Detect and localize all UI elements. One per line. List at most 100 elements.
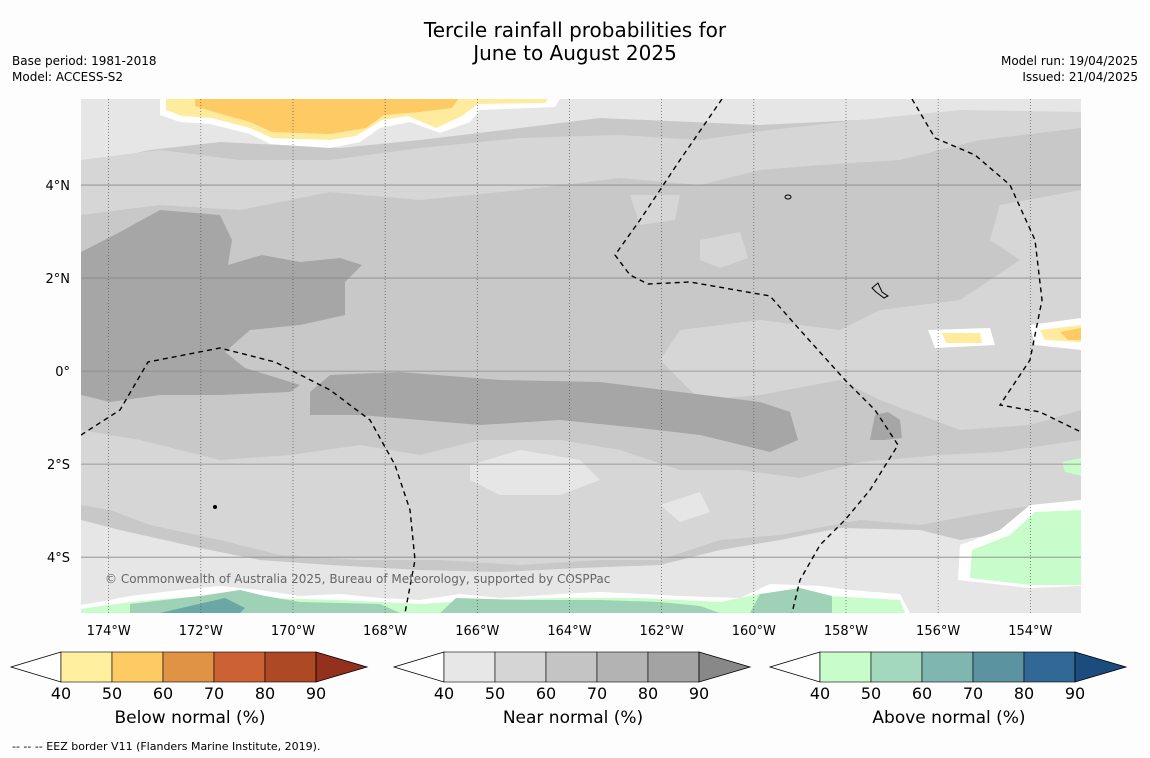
longitude-tick-label: 170°W (271, 624, 315, 639)
longitude-tick-label: 158°W (824, 624, 868, 639)
latitude-gridlines (81, 184, 1081, 558)
colorbar-over-extension (698, 651, 752, 683)
longitude-tick-label: 166°W (455, 624, 499, 639)
colorbar-segment (264, 651, 317, 683)
above-normal-40-east (970, 510, 1081, 585)
colorbar-tick-label: 60 (535, 684, 557, 703)
colorbar-segment (972, 651, 1025, 683)
near-normal-50-patch-b (700, 232, 748, 268)
near-normal-40-patch-b (660, 492, 710, 522)
above-normal-40-east-edge (1062, 458, 1081, 476)
colorbar-segment (596, 651, 649, 683)
latitude-tick-label: 4°S (47, 551, 70, 566)
below-normal-50-top (195, 99, 458, 134)
colorbar-segment (870, 651, 923, 683)
colorbar-tick-label: 50 (484, 684, 506, 703)
latitude-tick-label: 4°N (46, 179, 71, 194)
model-run-date: Model run: 19/04/2025 (1000, 54, 1138, 68)
below-normal-40-east-a-fill (942, 333, 982, 343)
longitude-tick-label: 164°W (547, 624, 591, 639)
colorbar-tick-label: 50 (860, 684, 882, 703)
base-period: Base period: 1981-2018 (12, 54, 157, 68)
longitude-tick-label: 174°W (87, 624, 131, 639)
title-line-1: Tercile rainfall probabilities for (423, 18, 727, 42)
colorbar-tick-label: 70 (586, 684, 608, 703)
metadata-left: Base period: 1981-2018 Model: ACCESS-S2 (12, 53, 157, 85)
island-c (213, 505, 217, 509)
colorbar-tick-label: 40 (50, 684, 72, 703)
colorbar-tick-label: 90 (305, 684, 327, 703)
metadata-right: Model run: 19/04/2025 Issued: 21/04/2025 (1001, 53, 1138, 85)
colorbar-tick-label: 40 (809, 684, 831, 703)
longitude-tick-label: 172°W (179, 624, 223, 639)
island-a (871, 282, 889, 299)
near-normal-70-equator (310, 372, 798, 452)
longitude-tick-label: 168°W (363, 624, 407, 639)
colorbar-above-normal (768, 650, 1129, 684)
colorbar-below-normal (9, 650, 370, 684)
colorbar-segment (443, 651, 496, 683)
latitude-tick-label: 2°N (46, 272, 71, 287)
colorbar-under-extension (392, 651, 445, 683)
eez-border-center (614, 99, 899, 613)
model-name: Model: ACCESS-S2 (12, 70, 124, 84)
colorbar-tick-label: 90 (688, 684, 710, 703)
colorbar-near-normal-graphic (392, 651, 752, 683)
colorbar-tick-label: 80 (1013, 684, 1035, 703)
colorbar-segment (494, 651, 547, 683)
colorbar-segment (60, 651, 113, 683)
near-normal-50-patch-a (630, 195, 680, 225)
eez-footnote: -- -- -- EEZ border V11 (Flanders Marine… (12, 740, 321, 753)
above-normal-60-south (160, 598, 245, 613)
near-normal-50-top (81, 110, 1081, 215)
latitude-tick-label: 2°S (47, 458, 70, 473)
colorbar-segment (213, 651, 266, 683)
map-title: Tercile rainfall probabilities for June … (0, 19, 1150, 65)
eez-border-west (81, 347, 416, 613)
copyright-notice: © Commonwealth of Australia 2025, Bureau… (105, 572, 611, 586)
colorbar-segment (111, 651, 164, 683)
colorbar-tick-label: 90 (1064, 684, 1086, 703)
colorbar-over-extension (1074, 651, 1128, 683)
latitude-tick-label: 0° (55, 365, 70, 380)
colorbar-over-extension (315, 651, 369, 683)
longitude-tick-label: 154°W (1008, 624, 1052, 639)
colorbar-segment (921, 651, 974, 683)
above-normal-50-south-c (750, 588, 832, 613)
colorbar-tick-label: 50 (101, 684, 123, 703)
colorbar-tick-label: 60 (911, 684, 933, 703)
near-normal-70-west (81, 210, 362, 402)
eez-border-east (911, 99, 1081, 433)
colorbar-tick-label: 70 (203, 684, 225, 703)
longitude-tick-label: 162°W (640, 624, 684, 639)
longitude-tick-label: 160°W (732, 624, 776, 639)
colorbar-segment (819, 651, 872, 683)
colorbar-segment (1023, 651, 1076, 683)
near-normal-50-right (660, 190, 1081, 430)
longitude-tick-label: 156°W (916, 624, 960, 639)
longitude-tick-labels: 174°W 172°W 170°W 168°W 166°W 164°W 162°W 160°W… (87, 624, 1053, 639)
colorbar-tick-label: 60 (152, 684, 174, 703)
colorbar-tick-label: 80 (254, 684, 276, 703)
issued-date: Issued: 21/04/2025 (1022, 70, 1138, 84)
colorbar-segment (545, 651, 598, 683)
latitude-tick-labels: 4°N 2°N 0° 2°S 4°S (46, 179, 71, 566)
colorbar-under-extension (9, 651, 62, 683)
map-field (81, 99, 1081, 613)
colorbar-tick-label: 40 (433, 684, 455, 703)
colorbar-label-below: Below normal (%) (114, 708, 266, 728)
below-normal-50-east-b (1060, 328, 1081, 340)
colorbar-tick-label: 80 (637, 684, 659, 703)
island-b (784, 194, 792, 200)
colorbar-label-near: Near normal (%) (502, 708, 644, 728)
above-normal-50-south-b (440, 598, 720, 613)
colorbar-segment (647, 651, 700, 683)
colorbar-tick-label: 70 (962, 684, 984, 703)
colorbar-segment (162, 651, 215, 683)
title-line-2: June to August 2025 (473, 41, 677, 65)
colorbar-under-extension (768, 651, 821, 683)
colorbar-above-normal-graphic (768, 651, 1128, 683)
colorbar-below-normal-graphic (9, 651, 369, 683)
colorbar-near-normal (392, 650, 753, 684)
